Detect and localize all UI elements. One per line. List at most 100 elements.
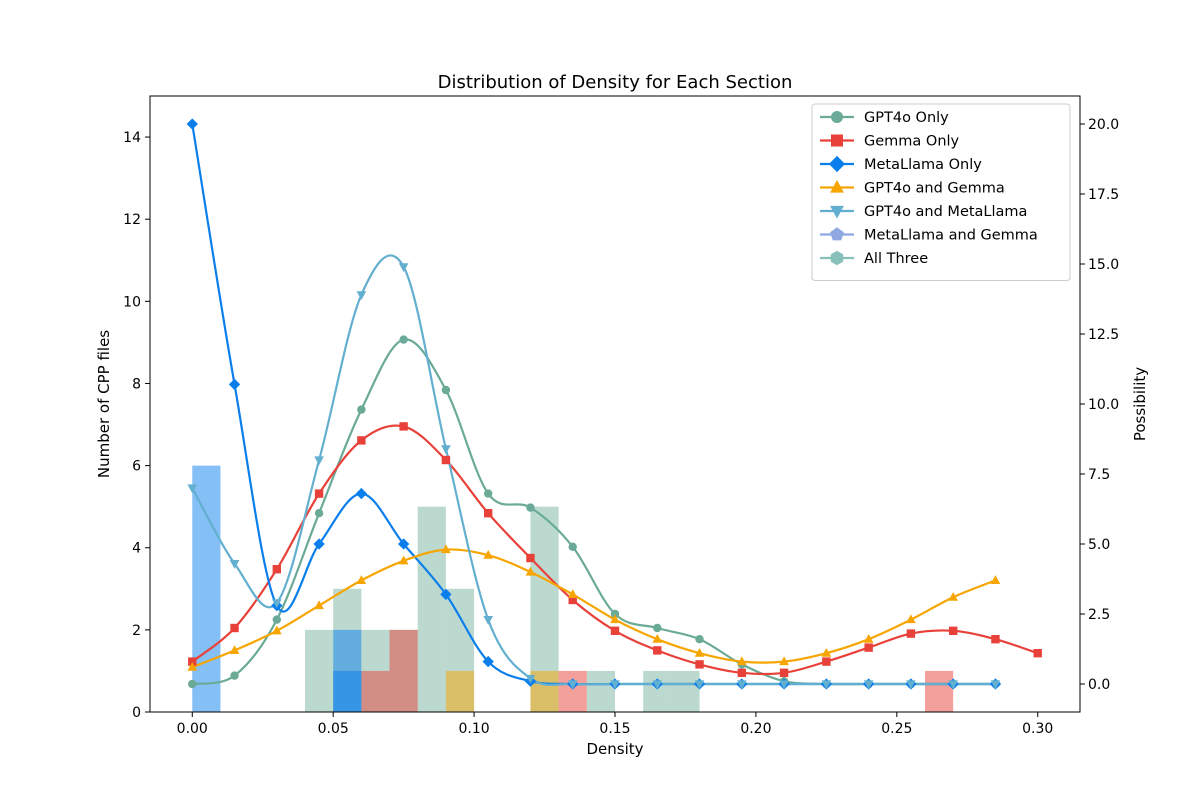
y2-tick-label: 2.5 <box>1088 607 1110 623</box>
kde-point <box>397 538 410 550</box>
kde-point <box>906 680 916 690</box>
histogram-bar <box>333 670 362 712</box>
kde-point <box>314 600 324 610</box>
y2-tick-label: 20.0 <box>1088 117 1119 133</box>
kde-point <box>230 671 239 680</box>
x-tick-label: 0.30 <box>1022 721 1053 737</box>
kde-point <box>271 599 282 609</box>
kde-point <box>779 668 789 677</box>
kde-point <box>610 609 620 619</box>
kde-point <box>526 553 535 563</box>
legend-marker <box>831 134 843 147</box>
legend-label: GPT4o Only <box>864 110 949 126</box>
x-axis: 0.00 0.05 0.10 0.15 0.20 0.25 0.30 <box>177 712 1053 737</box>
kde-point <box>399 335 408 344</box>
kde-point <box>948 626 958 635</box>
kde-point <box>526 503 535 512</box>
kde-point <box>188 657 197 666</box>
histogram-bar <box>192 465 221 712</box>
y-tick-label: 8 <box>132 376 141 392</box>
legend-marker <box>831 111 843 123</box>
y2-tick-label: 7.5 <box>1088 467 1110 483</box>
kde-point <box>229 560 240 569</box>
y-tick-label: 14 <box>123 130 141 146</box>
legend-marker <box>830 205 844 219</box>
kde-point <box>186 118 198 130</box>
x-tick-label: 0.20 <box>740 721 771 737</box>
kde-point <box>483 616 494 625</box>
x-tick-label: 0.15 <box>599 721 630 737</box>
chart-title: Distribution of Density for Each Section <box>438 72 793 93</box>
y2-axis-label: Possibility <box>1131 367 1149 441</box>
kde-point <box>230 623 239 633</box>
y-tick-label: 10 <box>123 294 141 310</box>
legend-marker <box>830 227 844 241</box>
y-axis-right: 0.0 2.5 5.0 7.5 10.0 12.5 15.0 17.5 20.0 <box>1080 117 1119 693</box>
x-tick-label: 0.00 <box>177 721 208 737</box>
kde-point <box>314 489 324 498</box>
legend-marker <box>828 155 846 173</box>
kde-point <box>187 484 198 494</box>
kde-point <box>314 456 324 466</box>
kde-point <box>483 489 493 498</box>
histogram-bar <box>586 670 615 712</box>
histogram-bars <box>192 465 954 712</box>
y-axis-label: Number of CPP files <box>95 330 113 478</box>
kde-point <box>567 589 578 598</box>
kde-point <box>187 661 198 671</box>
kde-point <box>948 680 959 690</box>
kde-point <box>272 565 282 574</box>
kde-point <box>441 445 451 455</box>
kde-point <box>906 614 916 624</box>
kde-point <box>483 549 494 559</box>
kde-point <box>357 436 366 445</box>
kde-point <box>610 626 620 635</box>
kde-point <box>948 591 959 601</box>
legend-label: Gemma Only <box>864 134 960 150</box>
y2-tick-label: 0.0 <box>1088 677 1110 693</box>
kde-point <box>356 291 367 301</box>
histogram-bar <box>445 670 475 712</box>
y2-tick-label: 5.0 <box>1088 537 1110 553</box>
kde-point <box>652 633 663 643</box>
y2-tick-label: 15.0 <box>1088 257 1119 273</box>
kde-line <box>191 254 996 686</box>
kde-point <box>653 646 662 655</box>
kde-point <box>482 655 494 668</box>
y2-tick-label: 10.0 <box>1088 397 1119 413</box>
kde-point <box>863 680 874 690</box>
kde-point <box>525 674 536 684</box>
kde-point <box>737 668 747 677</box>
kde-point <box>441 455 451 465</box>
kde-point <box>695 660 704 669</box>
histogram-bar <box>361 670 390 712</box>
kde-point <box>357 405 366 414</box>
legend: GPT4o Only Gemma Only MetaLlama Only GPT4o … <box>811 103 1071 281</box>
kde-point <box>398 263 409 273</box>
legend-box <box>811 103 1071 281</box>
legend-marker <box>830 250 844 266</box>
kde-point <box>356 575 367 584</box>
y-tick-label: 2 <box>132 623 141 639</box>
legend-label: GPT4o and Gemma <box>864 181 1005 197</box>
legend-label: GPT4o and MetaLlama <box>864 204 1027 220</box>
kde-point <box>483 509 493 518</box>
kde-point <box>610 614 620 624</box>
kde-point <box>864 643 873 652</box>
kde-point <box>399 422 408 431</box>
kde-point <box>440 588 452 601</box>
kde-point <box>271 625 282 635</box>
kde-point <box>313 538 325 550</box>
kde-point <box>990 680 1001 690</box>
y-tick-label: 0 <box>132 705 141 721</box>
kde-point <box>228 378 241 391</box>
kde-point <box>188 679 197 689</box>
y2-tick-label: 17.5 <box>1088 187 1119 203</box>
kde-point <box>736 680 747 690</box>
kde-point <box>906 629 916 638</box>
kde-point <box>567 680 578 690</box>
x-tick-label: 0.25 <box>881 721 912 737</box>
x-axis-label: Density <box>586 740 643 758</box>
kde-point <box>272 615 282 624</box>
